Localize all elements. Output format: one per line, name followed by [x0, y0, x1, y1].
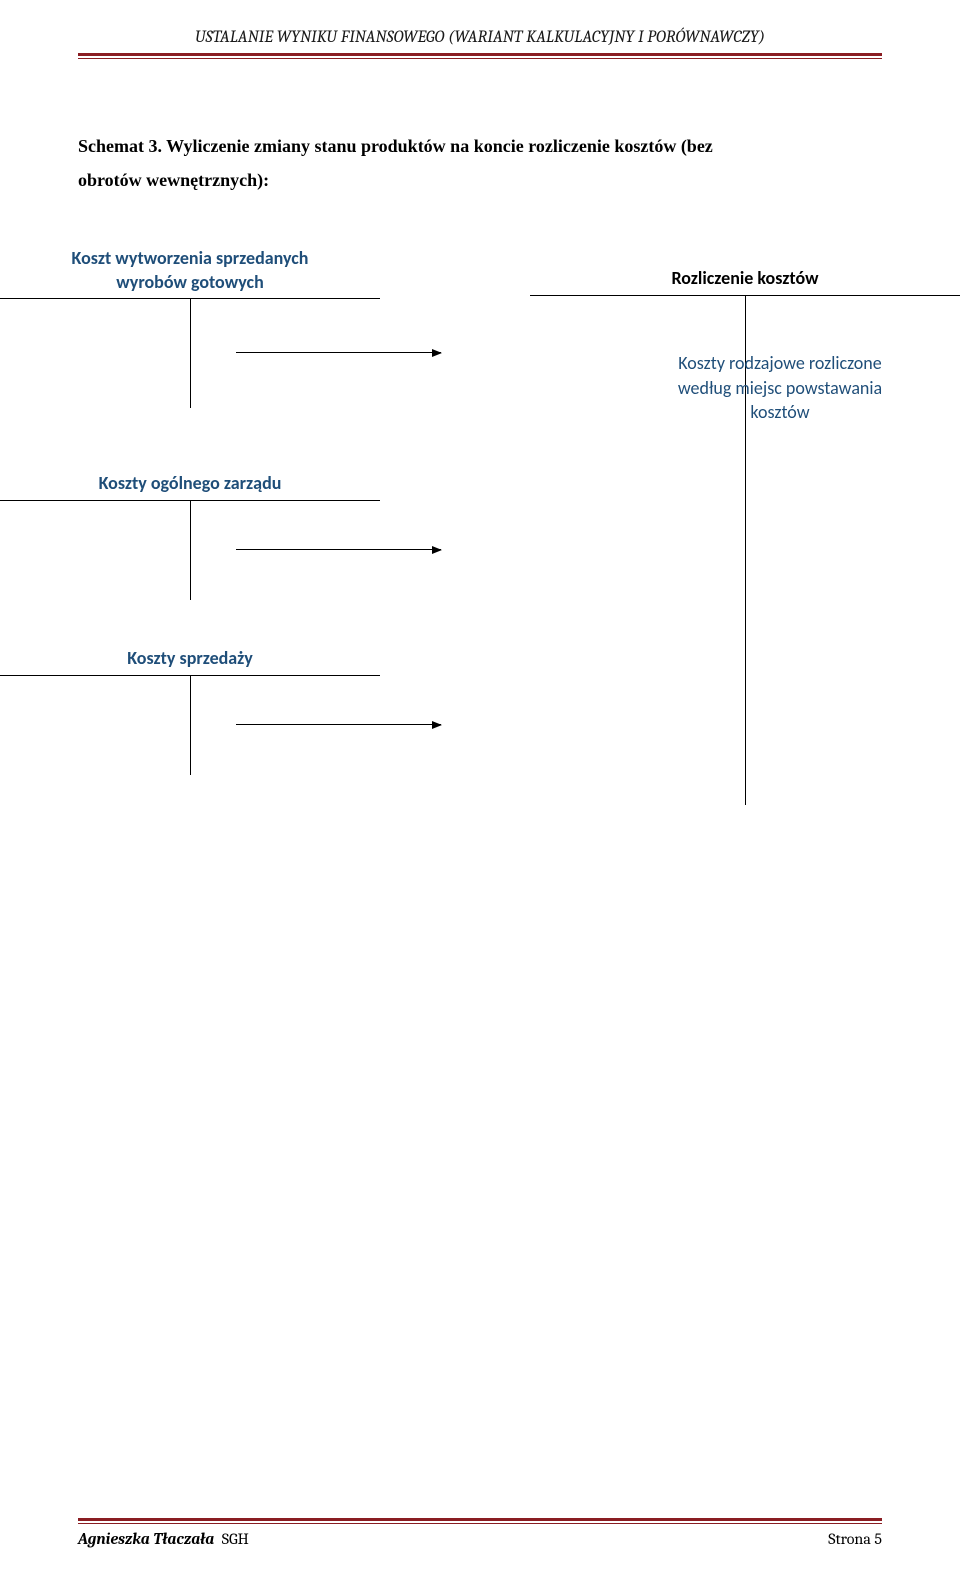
header-rule-bottom — [78, 58, 882, 59]
arrow-1 — [236, 352, 441, 353]
note-line3: kosztów — [750, 401, 809, 423]
note-line1: Koszty rodzajowe rozliczone — [678, 352, 881, 374]
page-header-title: USTALANIE WYNIKU FINANSOWEGO (WARIANT KA… — [78, 28, 882, 51]
heading-line-1: Schemat 3. Wyliczenie zmiany stanu produ… — [78, 136, 713, 156]
arrow-3 — [236, 724, 441, 725]
account1-label-line2: wyrobów gotowych — [116, 271, 263, 293]
header-rule-top — [78, 53, 882, 56]
heading-line-2: obrotów wewnętrznych): — [78, 170, 269, 190]
account4-label: Koszty sprzedaży — [127, 647, 252, 669]
footer-page-number: Strona 5 — [828, 1530, 882, 1548]
note-koszty-rodzajowe: Koszty rodzajowe rozliczone według miejs… — [640, 351, 920, 424]
account-koszty-ogolnego-zarzadu: Koszty ogólnego zarządu — [0, 472, 380, 599]
account-koszt-wytworzenia: Koszt wytworzenia sprzedanych wyrobów go… — [0, 247, 380, 408]
page-footer: Agnieszka Tłaczała SGH Strona 5 — [78, 1518, 882, 1548]
section-heading: Schemat 3. Wyliczenie zmiany stanu produ… — [78, 129, 882, 197]
account2-label: Rozliczenie kosztów — [671, 267, 818, 289]
account-rozliczenie-kosztow: Rozliczenie kosztów — [530, 267, 960, 804]
arrow-2 — [236, 549, 441, 550]
footer-rule-bottom — [78, 1523, 882, 1524]
footer-institution: SGH — [222, 1530, 249, 1548]
account-koszty-sprzedazy: Koszty sprzedaży — [0, 647, 380, 774]
footer-author: Agnieszka Tłaczała — [78, 1530, 214, 1548]
diagram-area: Koszt wytworzenia sprzedanych wyrobów go… — [78, 247, 882, 847]
note-line2: według miejsc powstawania — [678, 377, 882, 399]
footer-rule-top — [78, 1518, 882, 1521]
account1-label-line1: Koszt wytworzenia sprzedanych — [72, 247, 309, 269]
account3-label: Koszty ogólnego zarządu — [99, 472, 282, 494]
